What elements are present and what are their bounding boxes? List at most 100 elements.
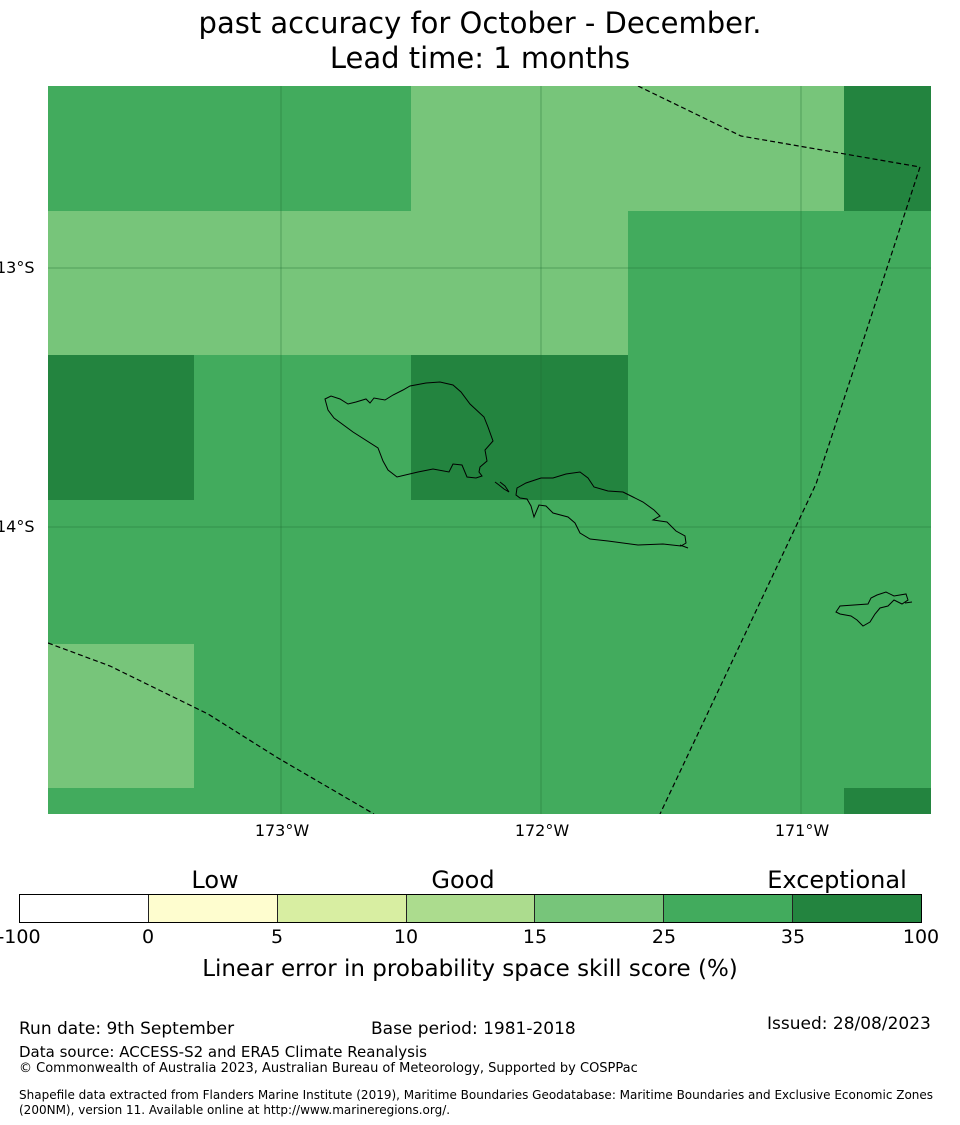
grid-cell [715,86,802,212]
grid-cell [628,788,716,814]
grid-cell [48,500,109,645]
skill-colorbar [19,894,922,923]
map-panel[interactable] [48,86,931,814]
grid-cell [498,211,542,356]
grid-cell [628,644,716,789]
category-label-exceptional: Exceptional [767,866,907,894]
grid-cell [715,788,802,814]
eez-boundary-southwest [48,642,375,814]
eez-boundaries [48,86,921,814]
colorbar-tick: 10 [393,926,419,948]
colorbar-segment [793,895,922,922]
eez-boundary-east [659,166,921,814]
grid-cell [108,211,195,356]
tutuila-east-tip [904,601,913,604]
grid-cell [48,788,109,814]
grid-cell [498,500,542,645]
grid-cell [194,500,282,645]
grid-cell [844,500,931,645]
grid-cell [48,644,109,789]
grid-cell [48,211,109,356]
grid-cell [411,86,499,212]
upolu-island-outline [515,471,687,547]
grid-cell [325,644,412,789]
eez-boundary-north [637,86,921,168]
grid-cell [411,211,499,356]
data-source: Data source: ACCESS-S2 and ERA5 Climate … [19,1043,427,1061]
colorbar-segment [148,895,278,922]
grid-cell [541,211,629,356]
grid-cell [628,86,716,212]
grid-cell [194,788,282,814]
grid-cell [541,86,629,212]
colorbar-segment [277,895,407,922]
grid-cell [194,644,282,789]
grid-cell [281,211,326,356]
grid-cell [715,644,802,789]
grid-cell [108,86,195,212]
grid-cell [281,788,326,814]
grid-cell [281,355,326,501]
grid-cell [628,355,716,501]
colorbar-segment [20,895,149,922]
map-title-line2: Lead time: 1 months [329,41,631,75]
grid-cell [498,355,542,501]
manono-apolima-outline [494,481,510,493]
category-label-low: Low [191,866,239,894]
grid-cell [325,500,412,645]
grid-cell [325,355,412,501]
grid-cell [325,86,412,212]
grid-cell [194,86,282,212]
grid-cell [541,788,629,814]
grid-cell [844,211,931,356]
colorbar-segment [406,895,536,922]
colorbar-tick: 25 [651,926,677,948]
grid-cell [715,500,802,645]
grid-cell [801,355,845,501]
colorbar-tick: 100 [902,926,940,948]
map-title-line1: past accuracy for October - December. [198,6,762,40]
map-canvas [48,86,931,814]
grid-cell [325,788,412,814]
lon-label-171w: 171°W [774,821,830,840]
upolu-east-tip [679,544,689,549]
run-date: Run date: 9th September [19,1019,235,1039]
grid-cell [281,500,326,645]
shapefile-credit-line1: Shapefile data extracted from Flanders M… [19,1088,934,1102]
tutuila-island-outline [835,591,909,627]
grid-cell [325,211,412,356]
grid-cell [715,211,802,356]
grid-cell [801,644,845,789]
grid-cell [844,355,931,501]
issued-date: Issued: 28/08/2023 [767,1014,931,1034]
savaii-island-outline [324,381,494,479]
grid-cell [411,644,499,789]
grid-cell [715,355,802,501]
colorbar-tick: 15 [522,926,548,948]
grid-cell [498,788,542,814]
grid-cell [194,211,282,356]
skill-grid [48,86,931,814]
colorbar-segment [535,895,665,922]
grid-cell [108,788,195,814]
shapefile-credit-line2: (200NM), version 11. Available online at… [19,1103,451,1117]
colorbar-tick: 0 [141,926,155,948]
colorbar-tick: -100 [0,926,41,948]
lon-label-173w: 173°W [254,821,310,840]
grid-cell [498,644,542,789]
grid-cell [801,211,845,356]
lat-label-14s: 14°S [0,517,35,536]
lon-label-172w: 172°W [514,821,570,840]
colorbar-label: Linear error in probability space skill … [202,956,738,982]
grid-cell [801,500,845,645]
coastlines [324,381,913,627]
lat-label-13s: 13°S [0,258,35,277]
grid-cell [281,644,326,789]
grid-cell [844,644,931,789]
grid-cell [801,788,845,814]
grid-cell [628,211,716,356]
grid-cell [48,355,109,501]
grid-cell [281,86,326,212]
colorbar-tick: 35 [780,926,806,948]
grid-cell [108,644,195,789]
